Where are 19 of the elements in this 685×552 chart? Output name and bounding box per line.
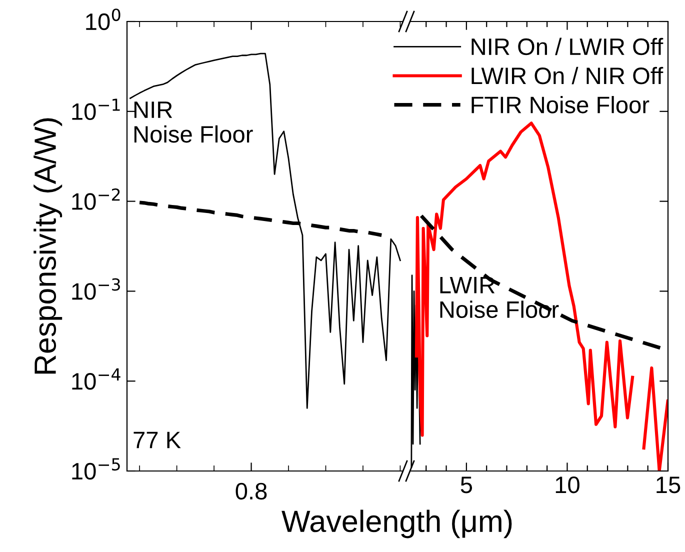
x-tick-label: 15 xyxy=(656,476,680,494)
y-tick-label: 10$^{−1}$ xyxy=(72,98,120,120)
x-axis-title: Wavelength (μm) xyxy=(282,510,512,538)
y-tick-label: 10$^{−5}$ xyxy=(72,458,120,480)
x-tick-label: 10 xyxy=(556,476,580,494)
annotation: 77 K xyxy=(134,432,181,448)
y-tick-label: 10$^{0}$ xyxy=(86,8,120,30)
legend-label: NIR On / LWIR Off xyxy=(472,38,664,56)
line-series xyxy=(130,52,401,409)
line-series xyxy=(138,200,384,237)
legend-label: LWIR On / NIR Off xyxy=(472,66,664,84)
y-tick-label: 10$^{−4}$ xyxy=(72,368,120,390)
y-tick-label: 10$^{−2}$ xyxy=(72,188,120,210)
annotation: NIR Noise Floor xyxy=(134,102,253,143)
y-axis-title: Responsivity (A/W) xyxy=(34,118,62,374)
x-tick-label: 5 xyxy=(460,476,472,494)
text: 0.8 xyxy=(236,482,267,500)
legend-label: FTIR Noise Floor xyxy=(472,96,650,114)
y-tick-label: 10$^{−3}$ xyxy=(72,278,120,300)
